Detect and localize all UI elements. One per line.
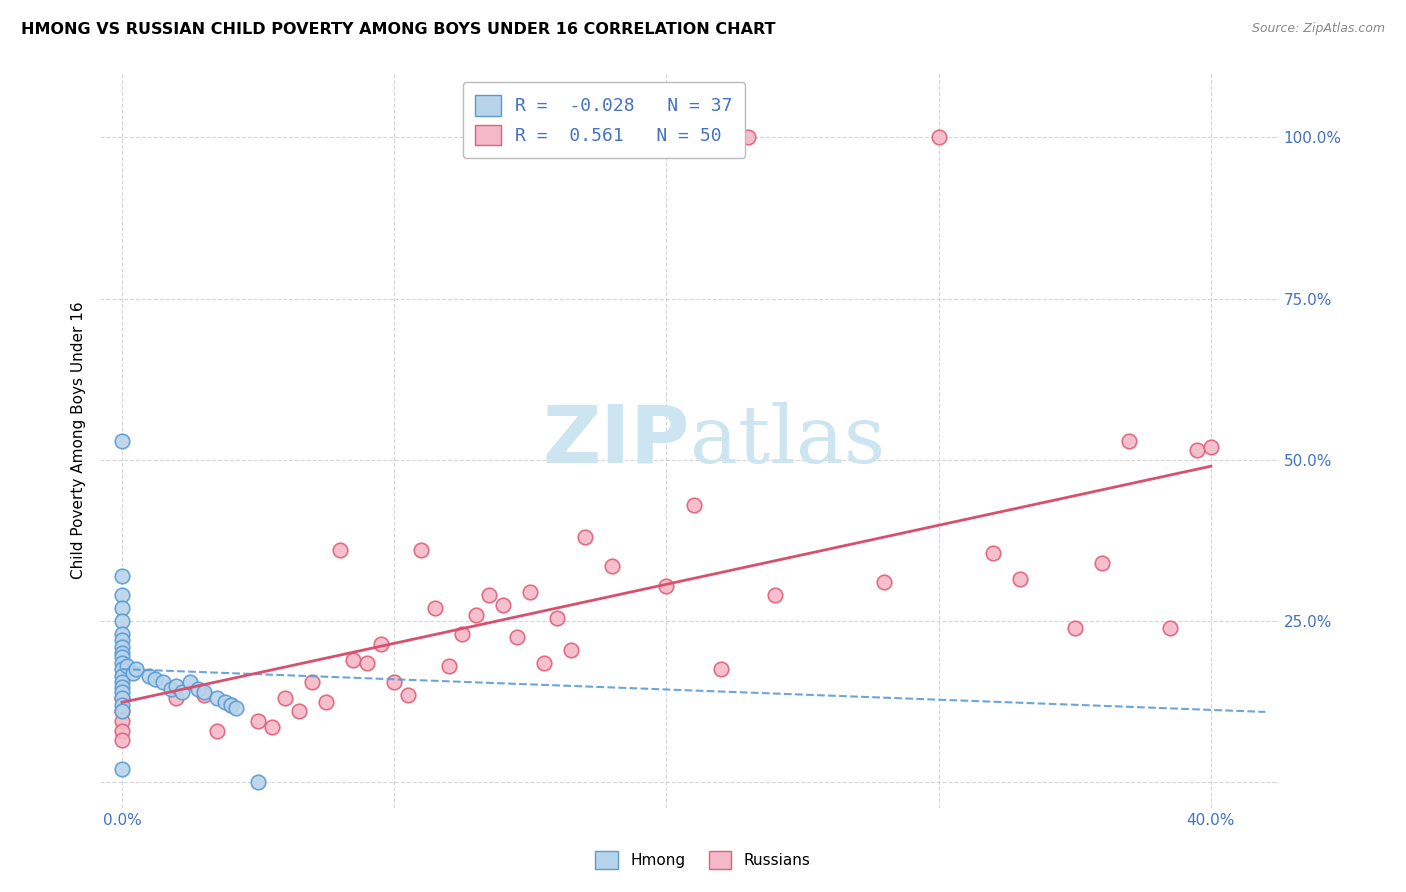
Point: [437, 659, 460, 673]
Point: [247, 714, 270, 728]
Point: [370, 637, 392, 651]
Point: [1118, 434, 1140, 448]
Point: [560, 643, 582, 657]
Point: [519, 585, 541, 599]
Point: [143, 672, 166, 686]
Point: [111, 649, 134, 664]
Point: [451, 627, 474, 641]
Point: [187, 681, 209, 696]
Point: [152, 675, 174, 690]
Point: [1199, 440, 1222, 454]
Point: [225, 701, 247, 715]
Point: [411, 543, 433, 558]
Point: [111, 633, 134, 648]
Point: [315, 695, 337, 709]
Point: [111, 680, 134, 694]
Point: [138, 669, 160, 683]
Point: [600, 559, 623, 574]
Point: [205, 691, 228, 706]
Legend: R =  -0.028   N = 37, R =  0.561   N = 50: R = -0.028 N = 37, R = 0.561 N = 50: [463, 82, 745, 158]
Point: [260, 721, 283, 735]
Text: HMONG VS RUSSIAN CHILD POVERTY AMONG BOYS UNDER 16 CORRELATION CHART: HMONG VS RUSSIAN CHILD POVERTY AMONG BOY…: [21, 22, 776, 37]
Point: [111, 675, 134, 690]
Y-axis label: Child Poverty Among Boys Under 16: Child Poverty Among Boys Under 16: [72, 301, 86, 579]
Point: [981, 546, 1004, 560]
Point: [179, 675, 201, 690]
Point: [193, 688, 215, 702]
Point: [111, 691, 134, 706]
Point: [111, 669, 134, 683]
Point: [329, 543, 352, 558]
Point: [574, 530, 596, 544]
Point: [219, 698, 242, 712]
Point: [165, 691, 187, 706]
Point: [111, 434, 134, 448]
Point: [111, 763, 134, 777]
Point: [737, 130, 759, 145]
Point: [205, 723, 228, 738]
Point: [111, 627, 134, 641]
Point: [170, 685, 193, 699]
Point: [124, 662, 146, 676]
Point: [160, 681, 183, 696]
Text: ZIP: ZIP: [543, 401, 689, 480]
Point: [423, 601, 446, 615]
Legend: Hmong, Russians: Hmong, Russians: [589, 845, 817, 875]
Point: [873, 575, 896, 590]
Point: [111, 685, 134, 699]
Point: [117, 659, 139, 673]
Point: [382, 675, 405, 690]
Point: [111, 698, 134, 712]
Point: [111, 646, 134, 660]
Point: [301, 675, 323, 690]
Point: [165, 679, 187, 693]
Point: [111, 601, 134, 615]
Point: [193, 685, 215, 699]
Point: [464, 607, 486, 622]
Point: [533, 656, 555, 670]
Point: [396, 688, 419, 702]
Point: [356, 656, 378, 670]
Point: [492, 598, 515, 612]
Point: [111, 704, 134, 718]
Text: atlas: atlas: [689, 401, 884, 480]
Point: [342, 653, 364, 667]
Point: [478, 588, 501, 602]
Point: [763, 588, 786, 602]
Point: [111, 569, 134, 583]
Point: [710, 662, 733, 676]
Point: [111, 714, 134, 728]
Point: [111, 723, 134, 738]
Point: [288, 704, 311, 718]
Point: [111, 656, 134, 670]
Point: [1010, 572, 1032, 586]
Point: [121, 665, 143, 680]
Point: [655, 579, 678, 593]
Point: [214, 695, 236, 709]
Point: [111, 704, 134, 718]
Text: Source: ZipAtlas.com: Source: ZipAtlas.com: [1251, 22, 1385, 36]
Point: [682, 498, 704, 512]
Point: [247, 775, 270, 789]
Point: [111, 614, 134, 628]
Point: [219, 698, 242, 712]
Point: [1187, 443, 1209, 458]
Point: [111, 691, 134, 706]
Point: [928, 130, 950, 145]
Point: [111, 588, 134, 602]
Point: [1091, 556, 1114, 570]
Point: [1159, 621, 1181, 635]
Point: [111, 733, 134, 747]
Point: [1063, 621, 1085, 635]
Point: [274, 691, 297, 706]
Point: [111, 640, 134, 654]
Point: [111, 662, 134, 676]
Point: [547, 611, 569, 625]
Point: [505, 630, 527, 644]
